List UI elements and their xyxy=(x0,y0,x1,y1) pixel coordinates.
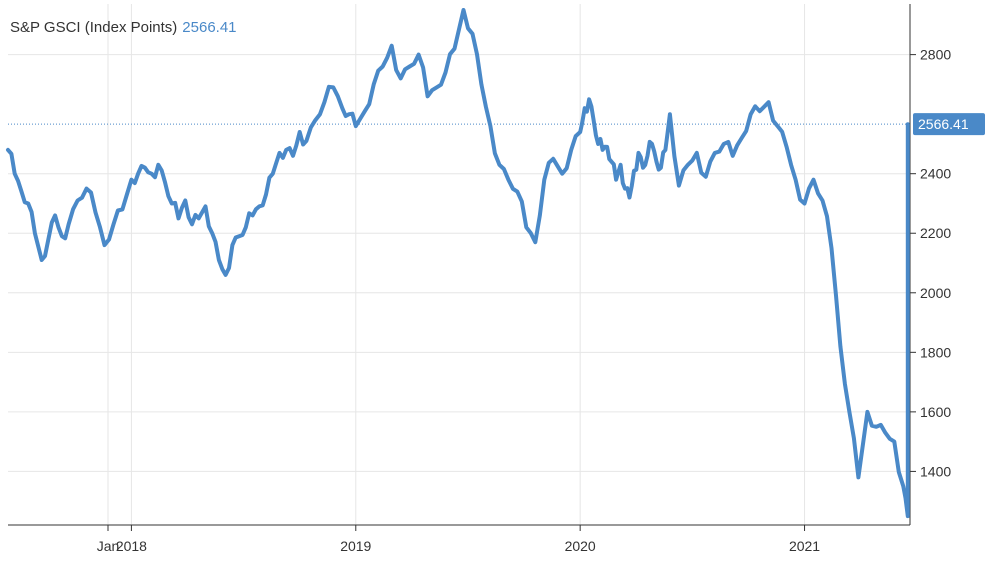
series-line[interactable] xyxy=(6,8,910,519)
x-tick-label: 2018 xyxy=(116,538,147,554)
gridlines xyxy=(8,4,910,525)
x-tick-label: 2020 xyxy=(565,538,596,554)
title-value: 2566.41 xyxy=(182,19,236,36)
y-tick-label: 2000 xyxy=(920,285,951,301)
title-text: S&P GSCI (Index Points) xyxy=(10,19,177,36)
y-axis-ticks: 1400 1600 1800 2000 2200 2400 2800 xyxy=(910,47,951,479)
last-value-badge-background xyxy=(913,113,985,136)
y-tick-label: 2800 xyxy=(920,47,951,63)
y-tick-label: 2200 xyxy=(920,225,951,241)
y-tick-label: 1400 xyxy=(920,463,951,479)
x-tick-label: 2019 xyxy=(340,538,371,554)
y-tick-label: 2400 xyxy=(920,166,951,182)
x-tick-label: 2021 xyxy=(789,538,820,554)
last-value-badge: 2566.41 xyxy=(913,113,985,136)
last-value-badge-text: 2566.41 xyxy=(918,116,969,132)
y-tick-label: 1600 xyxy=(920,404,951,420)
chart-title: S&P GSCI (Index Points) 2566.41 xyxy=(10,19,237,36)
x-tick-label: Jan xyxy=(97,538,120,554)
y-tick-label: 1800 xyxy=(920,344,951,360)
